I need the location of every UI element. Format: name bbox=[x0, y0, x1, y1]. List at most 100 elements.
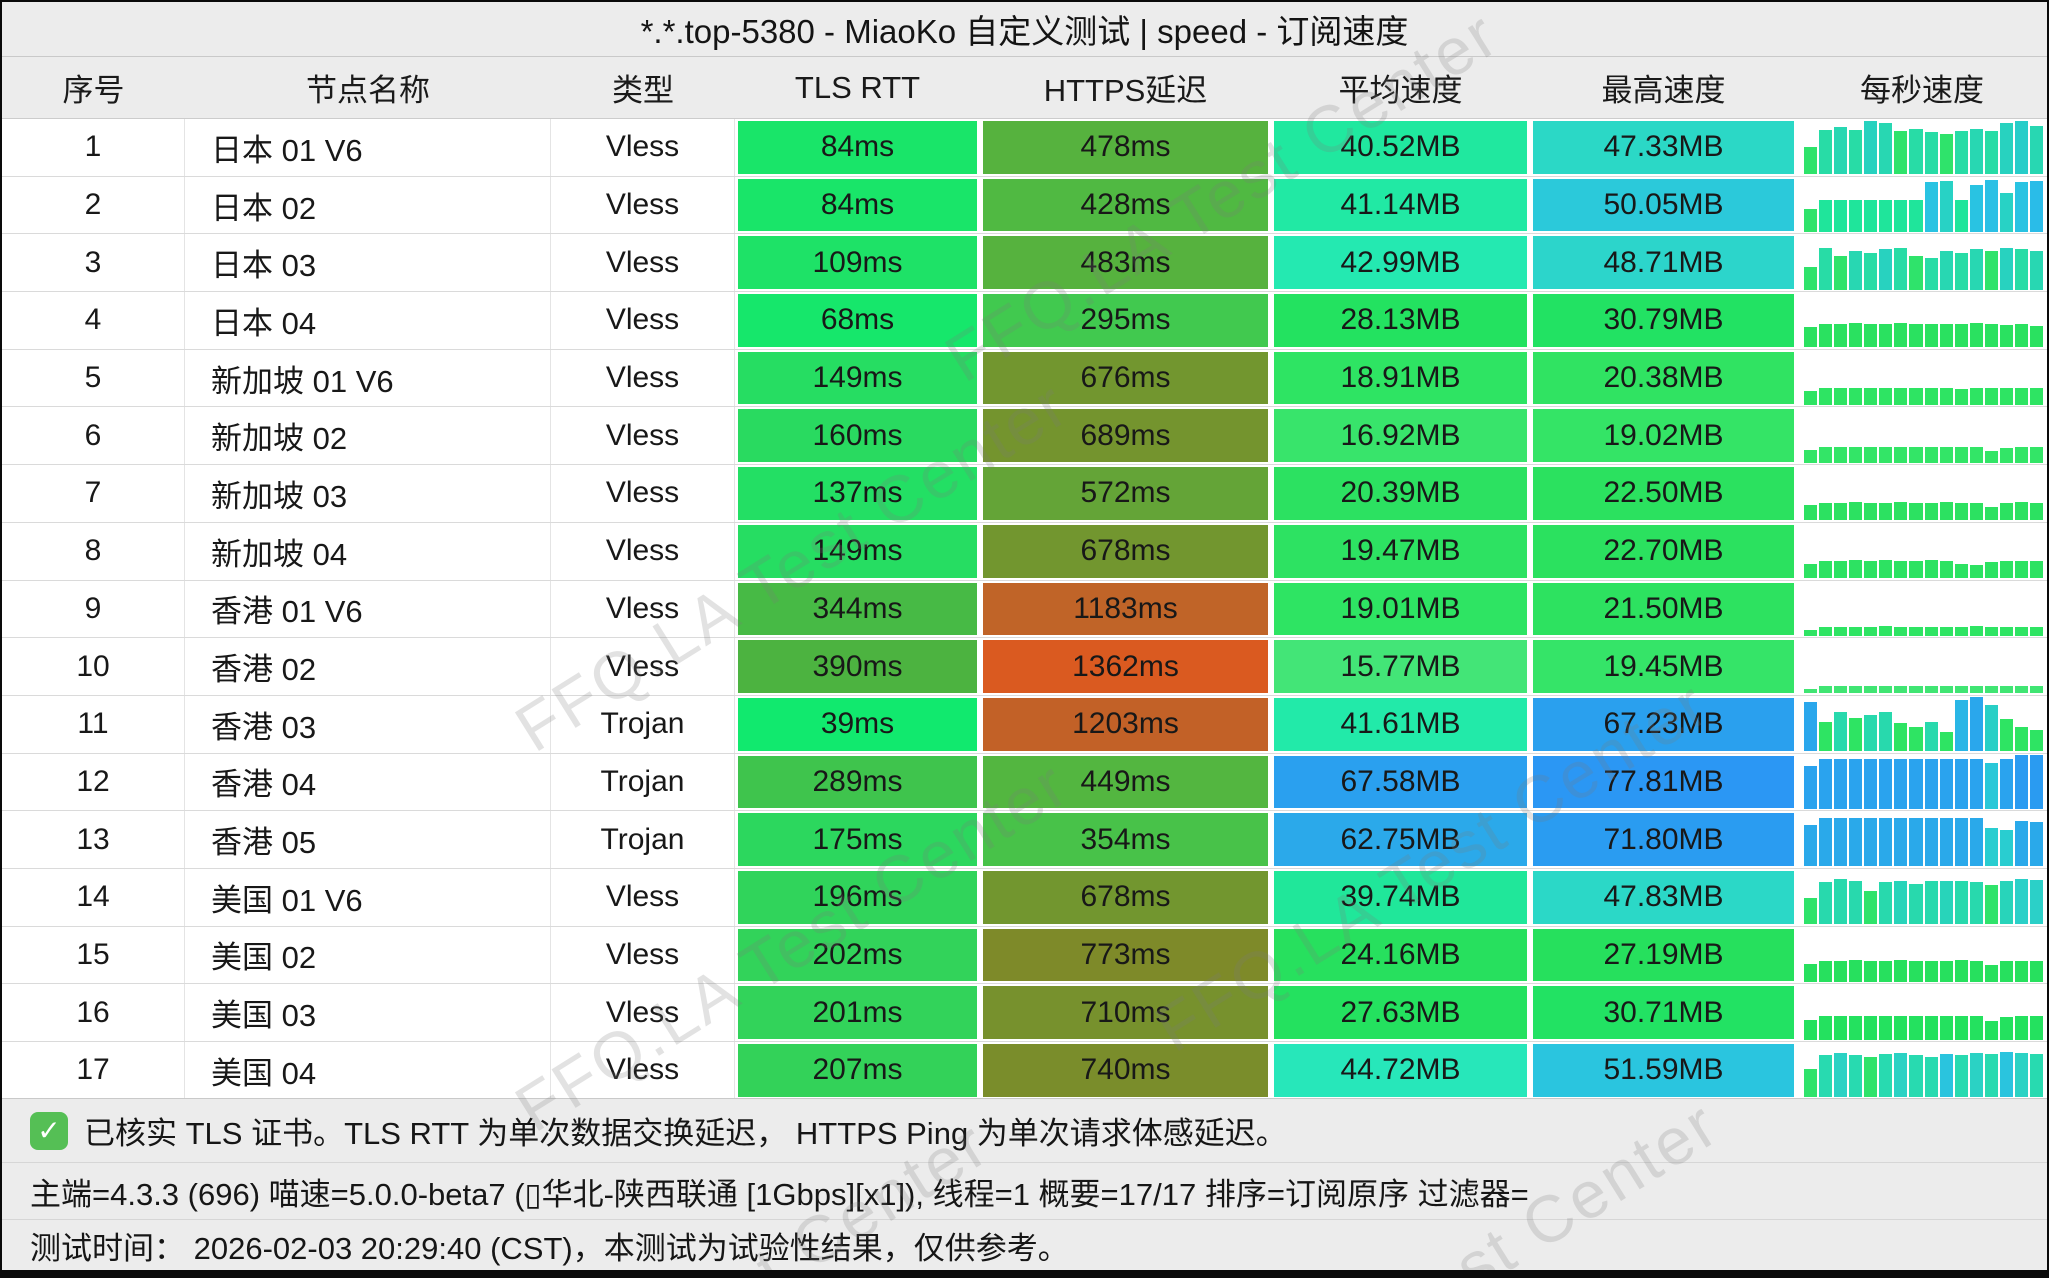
speed-bar bbox=[1894, 685, 1908, 694]
node-type: Vless bbox=[551, 926, 735, 984]
speed-bar bbox=[2014, 181, 2028, 232]
speed-bar bbox=[1969, 686, 1983, 694]
max-speed-cell: 77.81MB bbox=[1530, 754, 1797, 811]
row-index: 3 bbox=[2, 234, 185, 292]
speed-bar bbox=[1894, 447, 1908, 463]
speed-bar bbox=[1939, 133, 1953, 175]
speed-bar bbox=[1864, 560, 1878, 578]
speed-bar bbox=[1894, 560, 1908, 578]
speed-bar bbox=[1954, 700, 1968, 752]
col-header-type: 类型 bbox=[612, 73, 674, 108]
speed-bar bbox=[2029, 729, 2043, 752]
node-name: 日本 04 bbox=[185, 292, 551, 349]
speed-bar bbox=[1984, 626, 1998, 636]
speed-bar bbox=[1804, 1020, 1818, 1040]
speed-bar bbox=[1864, 890, 1878, 925]
col-header-https-delay: HTTPS延迟 bbox=[1043, 73, 1208, 108]
speed-bar bbox=[1969, 1016, 1983, 1040]
per-second-bars-sparkline bbox=[1797, 927, 2047, 984]
avg-speed-cell: 16.92MB bbox=[1271, 407, 1530, 464]
speed-bar bbox=[1954, 564, 1968, 578]
per-second-bars-sparkline bbox=[1797, 638, 2047, 695]
speed-bar bbox=[1939, 560, 1953, 578]
speed-bar bbox=[2029, 627, 2043, 636]
speed-bar bbox=[1849, 130, 1863, 175]
speed-bar bbox=[1864, 1056, 1878, 1098]
row-index: 17 bbox=[2, 1042, 185, 1099]
speed-bar bbox=[2014, 878, 2028, 925]
speed-bar bbox=[2029, 502, 2043, 521]
node-type: Vless bbox=[551, 407, 735, 465]
speed-bar bbox=[1864, 388, 1878, 405]
node-name: 日本 02 bbox=[185, 176, 551, 234]
avg-speed-cell: 44.72MB bbox=[1271, 1042, 1530, 1099]
speed-bar bbox=[1939, 324, 1953, 348]
node-type: Vless bbox=[551, 1042, 735, 1099]
per-second-bars-sparkline bbox=[1797, 754, 2047, 811]
per-second-bars-sparkline bbox=[1797, 465, 2047, 522]
speed-bar bbox=[1834, 199, 1848, 232]
speed-bar bbox=[1984, 131, 1998, 175]
tls-rtt-cell: 84ms bbox=[735, 119, 980, 176]
speed-bar bbox=[2029, 1016, 2043, 1040]
speed-bar bbox=[2029, 388, 2043, 405]
speed-bar bbox=[1954, 502, 1968, 521]
speed-bar bbox=[1819, 1055, 1833, 1098]
speed-bar bbox=[1864, 714, 1878, 752]
tls-rtt-cell: 344ms bbox=[735, 581, 980, 638]
speed-bar bbox=[1939, 1015, 1953, 1040]
speed-bar bbox=[1909, 447, 1923, 463]
speed-bar bbox=[2014, 323, 2028, 348]
speed-bar bbox=[2014, 1015, 2028, 1040]
title-bar: *.*.top-5380 - MiaoKo 自定义测试 | speed - 订阅… bbox=[2, 2, 2047, 57]
speed-bar bbox=[1999, 1016, 2013, 1040]
speed-bar bbox=[1819, 130, 1833, 175]
speed-bar bbox=[2029, 561, 2043, 578]
speed-bar bbox=[1999, 388, 2013, 405]
speed-bar bbox=[1804, 390, 1818, 405]
speed-bar bbox=[1819, 882, 1833, 925]
speed-bar bbox=[2014, 388, 2028, 405]
speed-bar bbox=[1999, 324, 2013, 348]
avg-speed-cell: 42.99MB bbox=[1271, 234, 1530, 291]
avg-speed-cell: 24.16MB bbox=[1271, 927, 1530, 984]
speed-bar bbox=[1909, 627, 1923, 636]
row-index: 7 bbox=[2, 465, 185, 522]
table-header-row: 序号 节点名称 类型 TLS RTT HTTPS延迟 平均速度 最高速度 每秒速… bbox=[2, 57, 2047, 119]
table-row: 5 新加坡 01 V6 Vless 149ms 676ms 18.91MB 20… bbox=[2, 349, 2047, 408]
speed-bar bbox=[1864, 1016, 1878, 1040]
speed-bar bbox=[1909, 323, 1923, 348]
speed-bar bbox=[1894, 323, 1908, 348]
speed-bar bbox=[1924, 323, 1938, 348]
speed-bar bbox=[2014, 755, 2028, 809]
speed-bar bbox=[1879, 712, 1893, 752]
speed-bar bbox=[2029, 879, 2043, 925]
col-header-tls-rtt: TLS RTT bbox=[794, 69, 921, 105]
node-type: Vless bbox=[551, 292, 735, 349]
speed-bar bbox=[1999, 718, 2013, 752]
speed-bar bbox=[1879, 686, 1893, 694]
avg-speed-cell: 19.01MB bbox=[1271, 581, 1530, 638]
speed-bar bbox=[1954, 253, 1968, 290]
speed-bar bbox=[1849, 1055, 1863, 1098]
speed-bar bbox=[2014, 447, 2028, 463]
speed-bar bbox=[2014, 560, 2028, 578]
speed-bar bbox=[1924, 818, 1938, 867]
max-speed-cell: 30.79MB bbox=[1530, 292, 1797, 349]
speed-bar bbox=[1969, 323, 1983, 348]
speed-bar bbox=[1984, 506, 1998, 521]
table-row: 10 香港 02 Vless 390ms 1362ms 15.77MB 19.4… bbox=[2, 638, 2047, 696]
speed-bar bbox=[1954, 388, 1968, 405]
per-second-bars-sparkline bbox=[1797, 811, 2047, 868]
table-row: 9 香港 01 V6 Vless 344ms 1183ms 19.01MB 21… bbox=[2, 580, 2047, 639]
speed-bar bbox=[1954, 446, 1968, 463]
row-index: 8 bbox=[2, 522, 185, 580]
tls-rtt-cell: 207ms bbox=[735, 1042, 980, 1099]
speed-bar bbox=[1969, 626, 1983, 636]
max-speed-cell: 48.71MB bbox=[1530, 234, 1797, 291]
tls-rtt-cell: 137ms bbox=[735, 465, 980, 522]
col-header-index: 序号 bbox=[62, 73, 125, 108]
avg-speed-cell: 27.63MB bbox=[1271, 984, 1530, 1041]
speed-bar bbox=[1879, 818, 1893, 867]
speed-bar bbox=[1999, 503, 2013, 521]
